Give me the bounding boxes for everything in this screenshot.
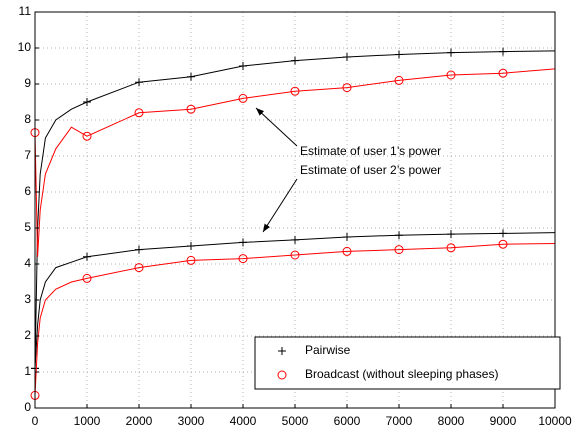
y-tick-label: 10 — [18, 40, 32, 54]
arrow — [262, 178, 298, 233]
x-tick-label: 7000 — [386, 414, 413, 428]
marker-shape — [343, 233, 351, 241]
marker — [499, 47, 507, 56]
series-line — [34, 68, 556, 257]
marker — [291, 235, 299, 244]
marker — [135, 78, 143, 87]
arrow — [255, 107, 298, 147]
marker — [290, 86, 300, 96]
series-line — [34, 50, 556, 369]
marker — [239, 238, 247, 247]
y-tick-label: 3 — [24, 292, 31, 306]
x-tick-label: 5000 — [282, 414, 309, 428]
legend-label: Pairwise — [305, 343, 351, 357]
marker — [394, 75, 404, 85]
marker-shape — [395, 50, 403, 59]
annotation: Estimate of user 1’s power — [300, 144, 441, 158]
marker — [343, 53, 351, 61]
marker — [82, 131, 92, 141]
marker-shape — [187, 72, 195, 81]
marker-shape — [239, 62, 247, 70]
marker — [342, 246, 352, 256]
marker-shape — [343, 53, 351, 61]
marker — [82, 273, 92, 283]
marker — [186, 104, 196, 114]
series-line — [34, 242, 556, 396]
y-tick-label: 5 — [24, 220, 31, 234]
marker-shape — [499, 47, 507, 56]
x-tick-label: 2000 — [126, 414, 153, 428]
marker — [395, 231, 403, 240]
marker — [239, 62, 247, 70]
y-tick-label: 6 — [24, 184, 31, 198]
marker-shape — [239, 238, 247, 247]
marker-shape — [278, 347, 286, 355]
marker — [134, 108, 144, 118]
marker-shape — [447, 48, 455, 57]
x-tick-label: 6000 — [334, 414, 361, 428]
legend — [254, 336, 561, 390]
marker — [395, 50, 403, 59]
x-tick-label: 1000 — [74, 414, 101, 428]
marker — [446, 70, 456, 80]
marker-shape — [83, 252, 91, 261]
marker — [498, 68, 508, 78]
marker-shape — [291, 56, 299, 65]
legend-label: Broadcast (without sleeping phases) — [305, 367, 498, 381]
marker — [343, 233, 351, 241]
marker — [135, 245, 143, 254]
marker — [499, 229, 507, 238]
marker-shape — [499, 229, 507, 238]
marker — [342, 83, 352, 93]
marker — [394, 245, 404, 255]
marker — [238, 93, 248, 103]
marker — [187, 242, 195, 250]
x-tick-label: 10000 — [538, 414, 572, 428]
marker — [447, 48, 455, 57]
y-tick-label: 9 — [24, 76, 31, 90]
marker-shape — [395, 231, 403, 240]
y-tick-label: 0 — [24, 400, 31, 414]
y-tick-label: 2 — [24, 328, 31, 342]
marker — [278, 347, 286, 355]
marker-shape — [83, 98, 91, 106]
x-tick-label: 9000 — [490, 414, 517, 428]
marker — [187, 72, 195, 81]
marker — [134, 263, 144, 273]
x-tick-label: 3000 — [178, 414, 205, 428]
marker — [186, 255, 196, 265]
y-tick-label: 1 — [24, 364, 31, 378]
series-line — [34, 232, 556, 369]
x-tick-label: 0 — [32, 414, 39, 428]
marker-shape — [447, 230, 455, 239]
marker — [83, 252, 91, 261]
marker-shape — [135, 245, 143, 254]
y-tick-label: 4 — [24, 256, 31, 270]
marker — [83, 98, 91, 106]
marker-shape — [135, 78, 143, 87]
marker — [447, 230, 455, 239]
y-tick-label: 7 — [24, 148, 31, 162]
marker-shape — [291, 235, 299, 244]
y-tick-label: 11 — [19, 4, 32, 18]
marker — [446, 243, 456, 253]
marker — [238, 254, 248, 264]
x-tick-label: 4000 — [230, 414, 257, 428]
x-tick-label: 8000 — [438, 414, 465, 428]
marker — [498, 239, 508, 249]
annotation: Estimate of user 2’s power — [300, 163, 441, 177]
marker — [291, 56, 299, 65]
marker — [277, 370, 287, 380]
y-tick-label: 8 — [24, 112, 31, 126]
marker — [290, 250, 300, 260]
marker-shape — [187, 242, 195, 250]
